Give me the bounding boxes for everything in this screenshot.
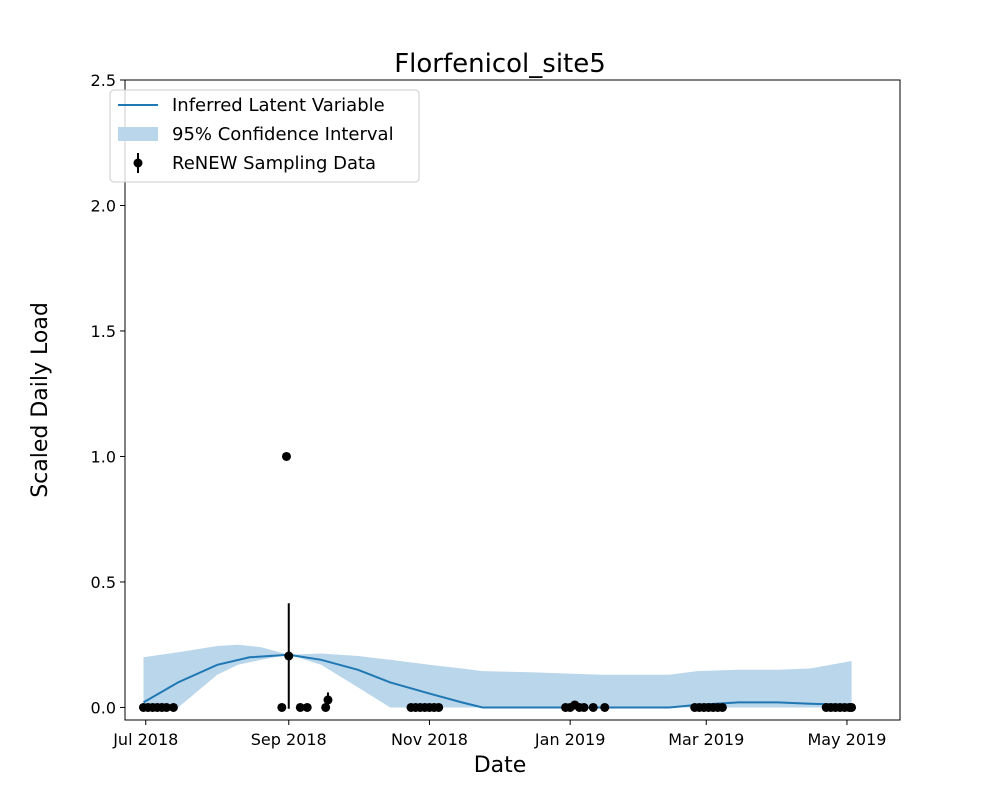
y-tick-label: 2.0 xyxy=(91,196,116,215)
sample-point xyxy=(302,702,312,712)
y-tick-label: 1.5 xyxy=(91,322,116,341)
legend-label-ci: 95% Confidence Interval xyxy=(172,124,394,145)
latent-line xyxy=(142,653,852,709)
x-tick-label: Jan 2019 xyxy=(534,730,605,749)
y-tick-label: 2.5 xyxy=(91,71,116,90)
y-tick-label: 1.0 xyxy=(91,447,116,466)
y-tick-label: 0.0 xyxy=(91,698,116,717)
sample-point xyxy=(168,702,178,712)
sample-point xyxy=(323,695,333,705)
legend-box xyxy=(109,89,420,183)
sample-point xyxy=(579,702,589,712)
x-tick-label: Jul 2018 xyxy=(112,730,178,749)
legend-point-swatch xyxy=(133,158,143,168)
sample-point xyxy=(281,451,291,461)
y-axis: 0.0 0.5 1.0 1.5 2.0 2.5 xyxy=(91,71,125,717)
x-tick-label: Nov 2018 xyxy=(391,730,468,749)
y-tick-label: 0.5 xyxy=(91,573,116,592)
x-tick-label: Mar 2019 xyxy=(668,730,744,749)
x-tick-label: May 2019 xyxy=(808,730,887,749)
sample-point xyxy=(284,651,294,661)
sample-point xyxy=(295,702,305,712)
x-axis-title: Date xyxy=(474,753,527,778)
y-axis-title: Scaled Daily Load xyxy=(28,302,53,498)
sample-point xyxy=(434,702,444,712)
sample-point xyxy=(588,702,598,712)
sample-point xyxy=(847,702,857,712)
sample-point xyxy=(717,702,727,712)
plot-frame xyxy=(124,79,901,721)
chart-title: Florfenicol_site5 xyxy=(394,49,606,79)
legend-label-latent: Inferred Latent Variable xyxy=(172,95,385,116)
legend-label-data: ReNEW Sampling Data xyxy=(172,153,376,174)
x-axis: Jul 2018 Sep 2018 Nov 2018 Jan 2019 Mar 2019… xyxy=(112,720,886,749)
x-tick-label: Sep 2018 xyxy=(251,730,327,749)
sample-point xyxy=(277,702,287,712)
legend-band-swatch xyxy=(118,127,158,141)
sample-point xyxy=(600,702,610,712)
legend: Inferred Latent Variable 95% Confidence … xyxy=(109,89,420,183)
sample-point xyxy=(162,702,172,712)
plot-area xyxy=(138,451,857,712)
